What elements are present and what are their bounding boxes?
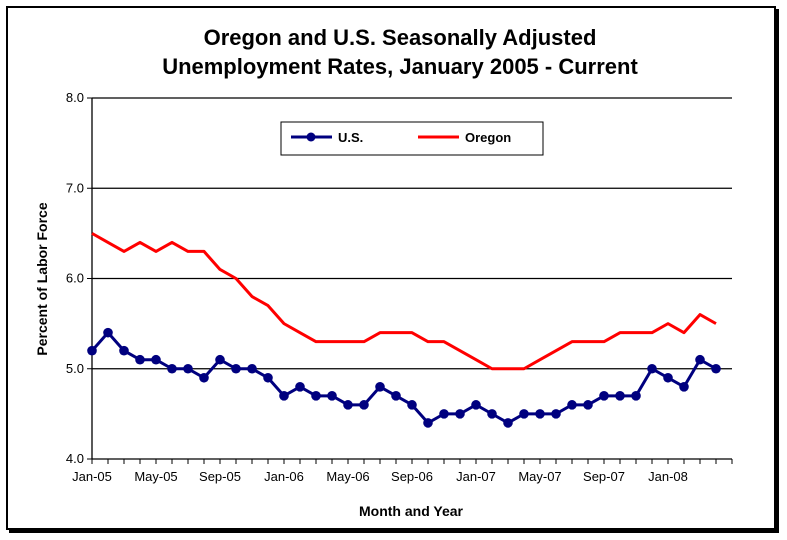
x-tick-label: Jan-06 bbox=[264, 469, 304, 484]
data-point-us bbox=[391, 391, 401, 401]
x-tick-label: May-05 bbox=[134, 469, 177, 484]
y-tick-label: 6.0 bbox=[66, 271, 84, 286]
data-point-us bbox=[631, 391, 641, 401]
data-point-us bbox=[471, 400, 481, 410]
legend-us-marker bbox=[306, 132, 316, 142]
data-point-us bbox=[599, 391, 609, 401]
data-point-us bbox=[439, 409, 449, 419]
data-point-us bbox=[295, 382, 305, 392]
data-point-us bbox=[375, 382, 385, 392]
data-point-us bbox=[263, 372, 273, 383]
data-point-us bbox=[679, 382, 689, 392]
y-tick-label: 5.0 bbox=[66, 361, 84, 376]
y-axis-label: Percent of Labor Force bbox=[34, 202, 50, 355]
data-point-us bbox=[151, 354, 161, 365]
data-point-us bbox=[695, 354, 705, 365]
data-point-us bbox=[551, 409, 561, 419]
y-tick-label: 4.0 bbox=[66, 451, 84, 466]
data-point-us bbox=[167, 363, 177, 374]
data-point-us bbox=[455, 409, 465, 419]
data-point-us bbox=[199, 372, 209, 383]
data-point-us bbox=[615, 391, 625, 401]
data-point-us bbox=[583, 400, 593, 410]
chart-title-line1: Oregon and U.S. Seasonally Adjusted bbox=[204, 25, 597, 50]
y-tick-label: 7.0 bbox=[66, 180, 84, 195]
data-point-us bbox=[231, 363, 241, 374]
data-point-us bbox=[327, 391, 337, 401]
x-tick-label: Sep-06 bbox=[391, 469, 433, 484]
data-point-us bbox=[343, 400, 353, 410]
x-tick-label: Sep-05 bbox=[199, 469, 241, 484]
x-tick-label: Sep-07 bbox=[583, 469, 625, 484]
x-tick-label: Jan-07 bbox=[456, 469, 496, 484]
series-line-us bbox=[90, 331, 717, 425]
chart-frame bbox=[6, 6, 776, 530]
data-point-us bbox=[359, 400, 369, 410]
data-point-us bbox=[103, 327, 113, 338]
y-tick-label: 8.0 bbox=[66, 90, 84, 105]
data-point-us bbox=[279, 391, 289, 401]
data-point-us bbox=[423, 418, 433, 428]
x-tick-label: May-07 bbox=[518, 469, 561, 484]
legend: U.S. Oregon bbox=[280, 121, 544, 156]
series-line-oregon bbox=[91, 232, 717, 371]
data-point-us bbox=[519, 409, 529, 419]
data-point-us bbox=[119, 345, 129, 356]
data-point-us bbox=[135, 354, 145, 365]
data-point-us bbox=[407, 400, 417, 410]
data-point-us bbox=[487, 409, 497, 419]
data-point-us bbox=[535, 409, 545, 419]
x-tick-label: May-06 bbox=[326, 469, 369, 484]
legend-oregon-label: Oregon bbox=[465, 130, 511, 145]
data-point-us bbox=[503, 418, 513, 428]
chart-title-line2: Unemployment Rates, January 2005 - Curre… bbox=[162, 54, 638, 79]
data-point-us bbox=[567, 400, 577, 410]
x-tick-label: Jan-08 bbox=[648, 469, 688, 484]
data-point-us bbox=[711, 363, 721, 374]
data-point-us bbox=[247, 363, 257, 374]
x-tick-label: Jan-05 bbox=[72, 469, 112, 484]
data-point-us bbox=[647, 363, 657, 374]
x-axis-label: Month and Year bbox=[359, 503, 464, 519]
data-point-us bbox=[215, 354, 225, 365]
data-point-us bbox=[663, 372, 673, 383]
data-point-us bbox=[87, 345, 97, 356]
legend-us-label: U.S. bbox=[338, 130, 363, 145]
plot-area: 4.0 5.0 6.0 7.0 8.0 Jan-05 May-05 Sep-05 Jan-06 M… bbox=[66, 90, 733, 484]
data-point-us bbox=[183, 363, 193, 374]
data-point-us bbox=[311, 391, 321, 401]
